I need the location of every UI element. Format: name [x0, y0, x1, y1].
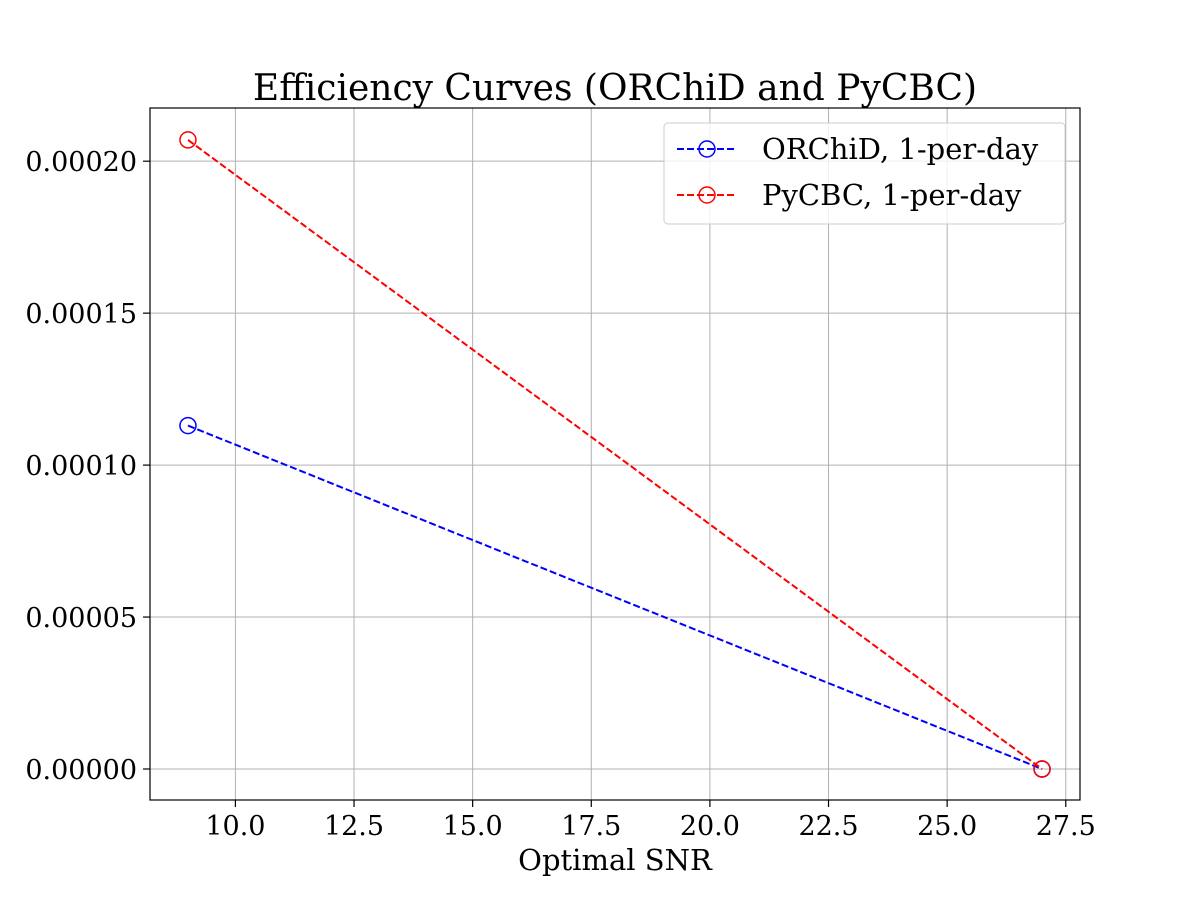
data-point-pycbc-1 — [1033, 760, 1051, 778]
plot-frame — [149, 107, 1081, 801]
y-tick-label-2: 0.00010 — [25, 451, 137, 482]
x-tick-label-7: 27.5 — [1036, 811, 1096, 842]
legend-marker-pycbc — [698, 186, 716, 204]
series-layer — [179, 131, 1051, 778]
legend-marker-orchid — [698, 140, 716, 158]
x-tick-label-0: 10.0 — [205, 811, 265, 842]
series-pycbc — [179, 131, 1051, 778]
y-tick-label-1: 0.00005 — [25, 603, 137, 634]
series-orchid — [179, 416, 1051, 778]
y-tick-label-0: 0.00000 — [25, 755, 137, 786]
legend-item-pycbc: PyCBC, 1-per-day — [677, 178, 1022, 212]
legend-label-pycbc: PyCBC, 1-per-day — [762, 178, 1022, 212]
x-axis-ticks: 10.0 12.5 15.0 17.5 20.0 22.5 25.0 27.5 — [205, 800, 1096, 842]
chart-title: Efficiency Curves (ORChiD and PyCBC) — [253, 68, 977, 109]
series-line-orchid — [187, 424, 1043, 770]
legend-label-orchid: ORChiD, 1-per-day — [762, 132, 1039, 166]
x-tick-label-6: 25.0 — [917, 811, 977, 842]
x-tick-label-4: 20.0 — [680, 811, 740, 842]
x-tick-label-3: 17.5 — [561, 811, 621, 842]
series-line-pycbc — [187, 139, 1043, 770]
x-tick-label-5: 22.5 — [798, 811, 858, 842]
data-point-pycbc-0 — [179, 131, 197, 149]
legend-item-orchid: ORChiD, 1-per-day — [677, 132, 1039, 166]
data-point-orchid-0 — [179, 416, 197, 435]
legend: ORChiD, 1-per-day PyCBC, 1-per-day — [663, 122, 1066, 225]
y-tick-label-4: 0.00020 — [25, 147, 137, 178]
y-tick-label-3: 0.00015 — [25, 299, 137, 330]
x-axis-label: Optimal SNR — [518, 843, 713, 877]
y-axis-ticks: 0.00000 0.00005 0.00010 0.00015 0.00020 — [25, 147, 150, 786]
x-tick-label-2: 15.0 — [443, 811, 503, 842]
legend-box — [663, 122, 1066, 225]
x-tick-label-1: 12.5 — [324, 811, 384, 842]
